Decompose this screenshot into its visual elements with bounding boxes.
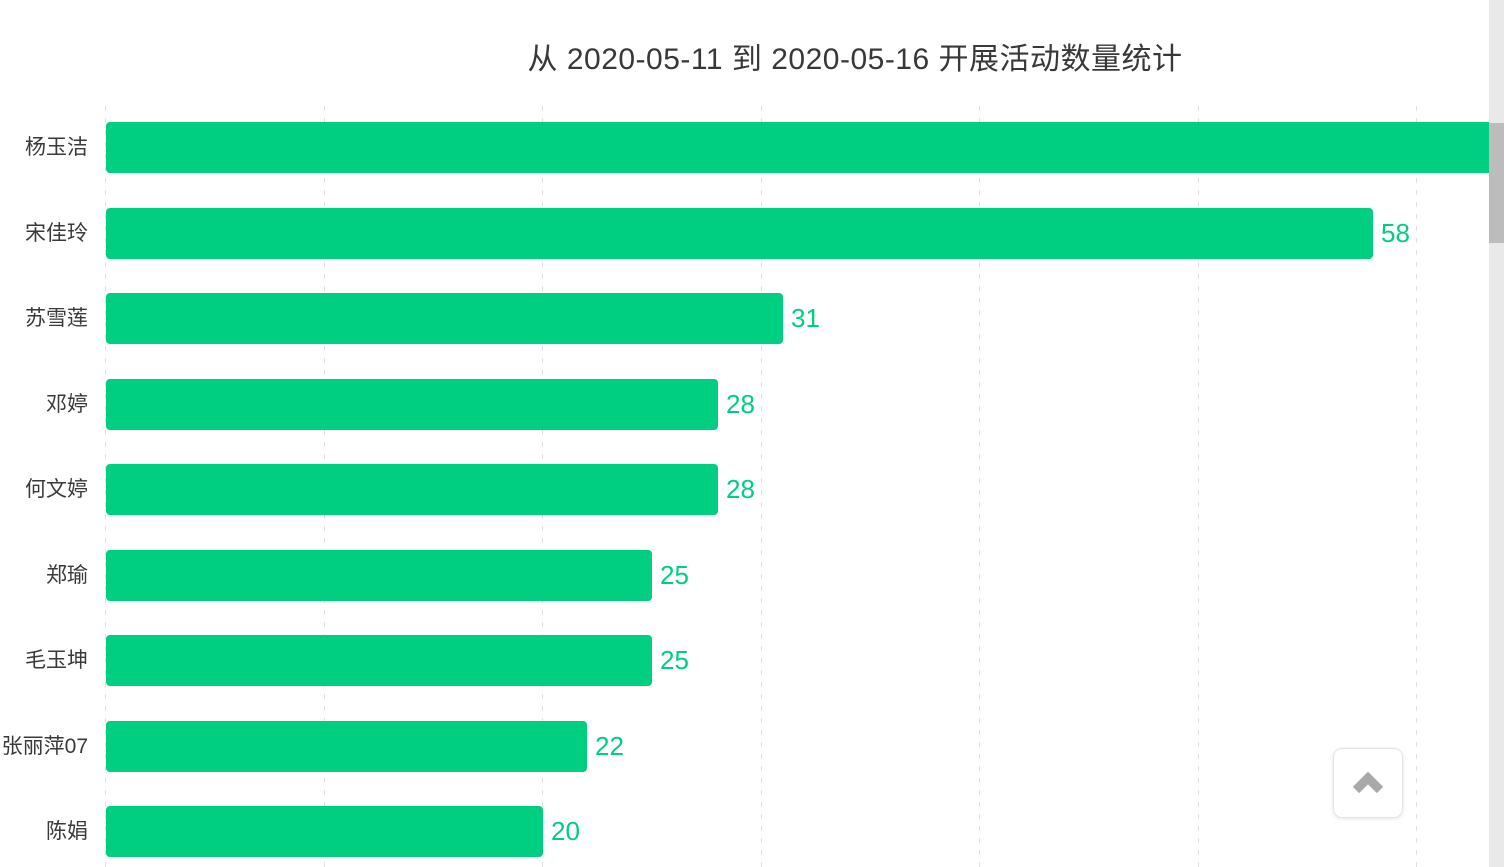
bar[interactable] bbox=[106, 550, 652, 601]
value-label: 25 bbox=[660, 645, 689, 675]
bar[interactable] bbox=[106, 464, 718, 515]
bar[interactable] bbox=[106, 635, 652, 686]
category-label: 苏雪莲 bbox=[25, 307, 88, 330]
value-label: 58 bbox=[1381, 218, 1410, 248]
gridline bbox=[1197, 106, 1199, 867]
category-label: 郑瑜 bbox=[46, 564, 88, 587]
bar[interactable] bbox=[106, 379, 718, 430]
gridline bbox=[105, 106, 106, 867]
value-label: 28 bbox=[726, 389, 755, 419]
value-label: 25 bbox=[660, 560, 689, 590]
vertical-scrollbar[interactable] bbox=[1489, 0, 1504, 867]
category-label: 邓婷 bbox=[46, 393, 88, 416]
category-label: 毛玉坤 bbox=[25, 649, 88, 672]
bar[interactable] bbox=[106, 806, 543, 857]
bar[interactable] bbox=[106, 293, 783, 344]
gridline bbox=[979, 106, 980, 867]
bar[interactable] bbox=[106, 208, 1373, 259]
category-label: 张丽萍07 bbox=[1, 735, 88, 758]
value-label: 28 bbox=[726, 474, 755, 504]
category-label: 陈娟 bbox=[46, 820, 88, 843]
scrollbar-thumb[interactable] bbox=[1489, 123, 1504, 243]
bar[interactable] bbox=[106, 122, 1504, 173]
value-label: 31 bbox=[791, 303, 820, 333]
category-label: 杨玉洁 bbox=[25, 136, 88, 159]
gridline bbox=[1416, 106, 1417, 867]
value-label: 20 bbox=[551, 816, 580, 846]
value-label: 22 bbox=[595, 731, 624, 761]
gridline bbox=[760, 106, 762, 867]
category-label: 何文婷 bbox=[25, 478, 88, 501]
category-label: 宋佳玲 bbox=[25, 222, 88, 245]
bar[interactable] bbox=[106, 721, 587, 772]
back-to-top-button[interactable] bbox=[1333, 748, 1403, 818]
chart-title: 从 2020-05-11 到 2020-05-16 开展活动数量统计 bbox=[527, 43, 1183, 76]
chevron-up-icon bbox=[1352, 771, 1384, 794]
